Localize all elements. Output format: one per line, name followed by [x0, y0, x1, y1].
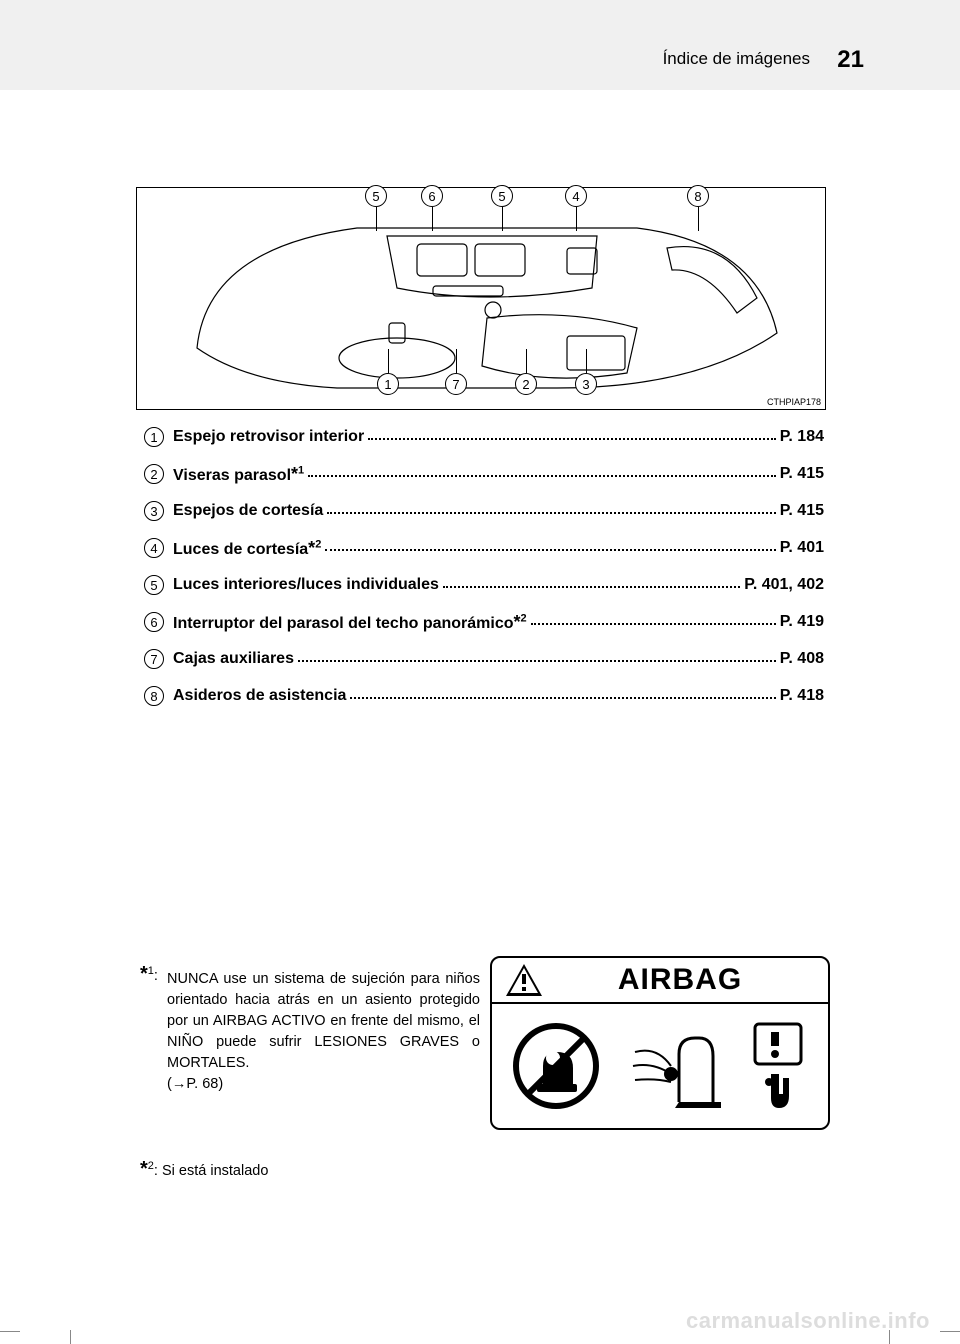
leader-line [698, 207, 699, 231]
section-title: Índice de imágenes [663, 49, 810, 69]
footnote-1: *1: NUNCA use un sistema de sujeción par… [140, 960, 480, 1095]
callout-number: 7 [445, 373, 467, 395]
leader-line [432, 207, 433, 231]
item-page: P. 415 [780, 502, 824, 520]
callout-number: 4 [565, 185, 587, 207]
footnote-1-ref: (→P. 68) [167, 1076, 223, 1092]
index-list: 1 Espejo retrovisor interior P. 184 2 Visera… [144, 425, 824, 721]
leader-dots [350, 689, 775, 699]
leader-line [586, 349, 587, 373]
item-label: Luces de cortesía*2 [173, 538, 321, 559]
item-page: P. 415 [780, 465, 824, 483]
callout-number: 5 [491, 185, 513, 207]
warning-triangle-icon [504, 962, 544, 998]
list-item: 7 Cajas auxiliares P. 408 [144, 647, 824, 671]
callout-number: 8 [687, 185, 709, 207]
callout-number: 2 [515, 373, 537, 395]
list-item: 5 Luces interiores/luces individuales P. 4… [144, 573, 824, 597]
item-page: P. 418 [780, 687, 824, 705]
item-page: P. 401 [780, 539, 824, 557]
footnote-1-text: NUNCA use un sistema de sujeción para ni… [167, 971, 480, 1071]
item-number: 1 [144, 427, 164, 447]
item-number: 8 [144, 686, 164, 706]
leader-line [388, 349, 389, 373]
ceiling-diagram: 5 6 5 4 8 1 7 2 3 CTHPIAP178 [136, 187, 826, 410]
item-page: P. 419 [780, 613, 824, 631]
crop-mark [70, 1330, 71, 1344]
crop-mark [940, 1331, 960, 1332]
callout-number: 3 [575, 373, 597, 395]
leader-dots [298, 652, 776, 662]
item-label: Luces interiores/luces individuales [173, 576, 439, 594]
list-item: 4 Luces de cortesía*2 P. 401 [144, 536, 824, 560]
item-label: Interruptor del parasol del techo panorá… [173, 612, 527, 633]
item-number: 5 [144, 575, 164, 595]
airbag-seat-icon [621, 1018, 727, 1114]
list-item: 1 Espejo retrovisor interior P. 184 [144, 425, 824, 449]
item-label: Viseras parasol*1 [173, 464, 304, 485]
item-page: P. 408 [780, 650, 824, 668]
item-label: Cajas auxiliares [173, 650, 294, 668]
list-item: 3 Espejos de cortesía P. 415 [144, 499, 824, 523]
leader-dots [443, 578, 740, 588]
footnote-1-lead: : [154, 968, 158, 984]
leader-line [526, 349, 527, 373]
leader-line [376, 207, 377, 231]
item-number: 4 [144, 538, 164, 558]
leader-dots [327, 504, 776, 514]
footnote-2: *2: Si está instalado [140, 1155, 480, 1184]
list-item: 2 Viseras parasol*1 P. 415 [144, 462, 824, 486]
leader-dots [368, 430, 776, 440]
item-number: 3 [144, 501, 164, 521]
manual-reference-icon [749, 1018, 807, 1114]
callout-number: 6 [421, 185, 443, 207]
page-number: 21 [837, 46, 864, 74]
callout-number: 5 [365, 185, 387, 207]
footnote-2-mark: * [140, 1158, 148, 1180]
footnote-2-lead: : [154, 1163, 162, 1179]
leader-dots [308, 467, 776, 477]
item-page: P. 401, 402 [744, 576, 824, 594]
crop-mark [0, 1331, 20, 1332]
footnote-2-text: Si está instalado [162, 1163, 268, 1179]
leader-line [502, 207, 503, 231]
diagram-code: CTHPIAP178 [767, 397, 821, 407]
footnotes: *1: NUNCA use un sistema de sujeción par… [140, 960, 480, 1244]
airbag-warning-label: AIRBAG [490, 956, 830, 1130]
leader-line [576, 207, 577, 231]
item-label: Espejo retrovisor interior [173, 428, 364, 446]
item-label: Asideros de asistencia [173, 687, 346, 705]
leader-dots [531, 615, 776, 625]
item-label: Espejos de cortesía [173, 502, 323, 520]
watermark: carmanualsonline.info [686, 1308, 930, 1334]
item-number: 6 [144, 612, 164, 632]
callout-number: 1 [377, 373, 399, 395]
airbag-text: AIRBAG [544, 963, 816, 997]
footnote-1-mark: * [140, 963, 148, 985]
item-number: 7 [144, 649, 164, 669]
item-number: 2 [144, 464, 164, 484]
leader-line [456, 349, 457, 373]
item-page: P. 184 [780, 428, 824, 446]
no-rear-child-seat-icon [513, 1018, 599, 1114]
leader-dots [325, 541, 775, 551]
crop-mark [889, 1330, 890, 1344]
list-item: 8 Asideros de asistencia P. 418 [144, 684, 824, 708]
page-content: 5 6 5 4 8 1 7 2 3 CTHPIAP178 1 Espejo retrovisor… [0, 90, 960, 1344]
list-item: 6 Interruptor del parasol del techo panor… [144, 610, 824, 634]
